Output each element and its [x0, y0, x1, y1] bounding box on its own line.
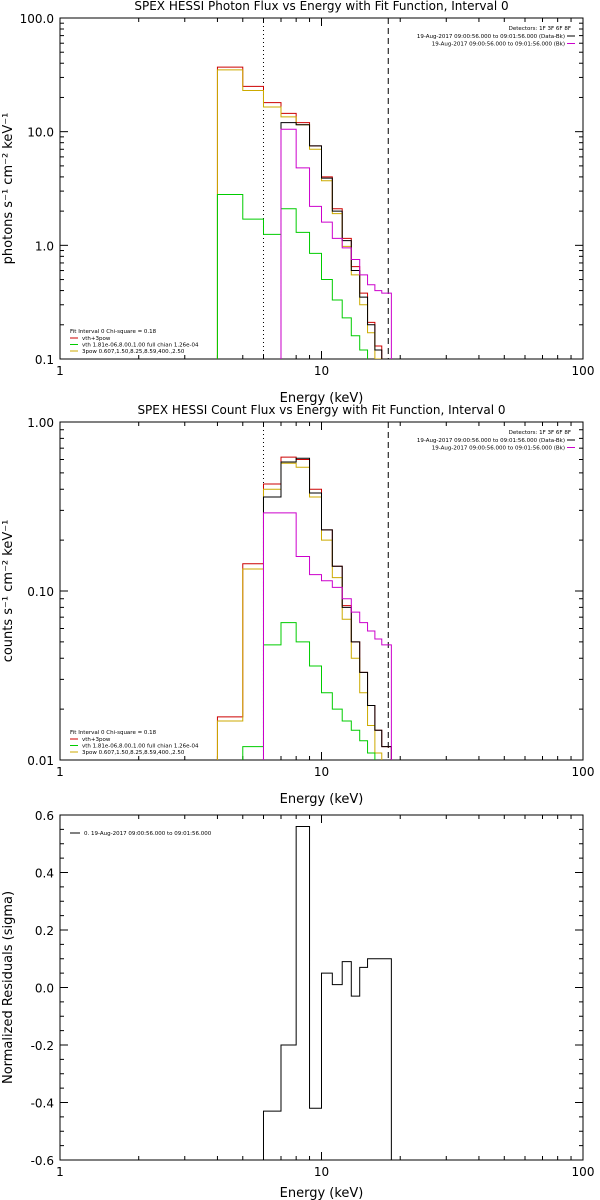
x-axis-label: Energy (keV) [280, 391, 364, 406]
x-tick-label: 10 [314, 364, 329, 378]
legend-fit-label: 3pow 0.607,1.50,8.25,8.59,400.,2.50 [82, 349, 185, 355]
series-group [216, 456, 392, 760]
y-tick-label: 0.2 [35, 924, 54, 938]
legend-fit-label: 3pow 0.607,1.50,8.25,8.59,400.,2.50 [82, 750, 185, 756]
legend-fit-label: vth 1.81e-06,8.00,1.00 full chian 1.26e-… [82, 744, 199, 750]
y-axis-label: counts s⁻¹ cm⁻² keV⁻¹ [1, 520, 16, 663]
x-tick-label: 100 [572, 1165, 595, 1179]
x-axis-label: Energy (keV) [280, 792, 364, 807]
y-tick-label: 0.4 [35, 867, 54, 881]
series-3pow-histogram [216, 462, 383, 760]
y-tick-label: -0.2 [31, 1039, 54, 1053]
x-tick-label: 100 [572, 765, 595, 779]
x-tick-label: 1 [56, 1165, 64, 1179]
legend-fit-label: vth 1.81e-06,8.00,1.00 full chian 1.26e-… [82, 343, 199, 349]
legend-entry-label: 19-Aug-2017 09:00:56.000 to 09:01:56.000… [417, 438, 565, 444]
legend-entry-label: 19-Aug-2017 09:00:56.000 to 09:01:56.000… [432, 42, 565, 48]
series-bk-histogram [262, 512, 392, 760]
y-tick-label: 0.01 [27, 754, 54, 768]
plot-frame [59, 421, 584, 761]
series-group [216, 66, 392, 359]
y-tick-label: 0.0 [35, 982, 54, 996]
series-vth-3pow-histogram [216, 456, 392, 760]
series-3pow-histogram [216, 69, 383, 359]
chart-1: SPEX HESSI Photon Flux vs Energy with Fi… [1, 0, 594, 406]
x-tick-label: 10 [314, 1165, 329, 1179]
legend-fit-header: Fit Interval 0 Chi-square = 0.18 [70, 329, 157, 335]
series-data-bk-histogram [262, 457, 392, 760]
x-axis-label: Energy (keV) [280, 1186, 364, 1200]
y-tick-label: 0.10 [27, 585, 54, 599]
legend-detectors: Detectors: 1F 3F 6F 8F [509, 26, 571, 32]
legend-fit-header: Fit Interval 0 Chi-square = 0.18 [70, 730, 157, 736]
series-bk-histogram [280, 128, 392, 359]
chart-2: SPEX HESSI Count Flux vs Energy with Fit… [1, 403, 595, 807]
chart-title: SPEX HESSI Photon Flux vs Energy with Fi… [134, 0, 508, 13]
x-tick-label: 100 [572, 364, 595, 378]
series-data-bk-histogram [280, 122, 383, 359]
legend-residual-label: 0. 19-Aug-2017 09:00:56.000 to 09:01:56.… [84, 831, 212, 837]
legend-fit-label: vth+3pow [82, 336, 111, 342]
legend-fit-label: vth+3pow [82, 737, 111, 743]
y-tick-label: 1.0 [35, 239, 54, 253]
x-tick-label: 10 [314, 765, 329, 779]
y-tick-label: -0.6 [31, 1154, 54, 1168]
y-tick-label: 0.6 [35, 809, 54, 823]
x-tick-label: 1 [56, 364, 64, 378]
y-tick-label: -0.4 [31, 1097, 54, 1111]
series-group [262, 826, 392, 1160]
series-vth-histogram [242, 622, 376, 760]
legend-entry-label: 19-Aug-2017 09:00:56.000 to 09:01:56.000… [432, 446, 565, 452]
y-axis-label: Normalized Residuals (sigma) [1, 891, 16, 1084]
plot-frame [59, 17, 584, 360]
series-vth-3pow-histogram [216, 66, 383, 359]
y-tick-label: 100.0 [20, 12, 54, 26]
series-vth-histogram [216, 194, 369, 359]
y-axis-label: photons s⁻¹ cm⁻² keV⁻¹ [1, 113, 16, 265]
legend-entry-label: 19-Aug-2017 09:00:56.000 to 09:01:56.000… [417, 34, 565, 40]
series-residuals-histogram [262, 826, 392, 1160]
y-tick-label: 10.0 [27, 126, 54, 140]
y-tick-label: 1.00 [27, 416, 54, 430]
chart-title: SPEX HESSI Count Flux vs Energy with Fit… [137, 403, 505, 417]
chart-3: 1 10 100 -0.6 -0.4 -0.2 0.0 0.2 0.4 0.6 Energy (ke… [1, 809, 594, 1200]
x-tick-label: 1 [56, 765, 64, 779]
y-tick-label: 0.1 [35, 353, 54, 367]
legend-detectors: Detectors: 1F 3F 6F 8F [509, 430, 571, 436]
